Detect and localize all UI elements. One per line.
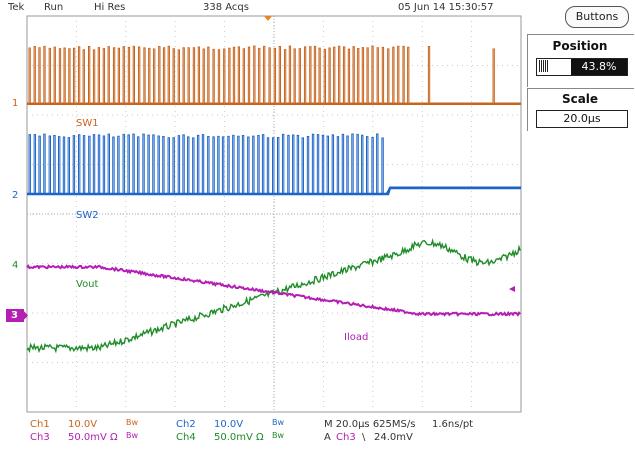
scale-title: Scale	[561, 92, 599, 106]
date-time: 05 Jun 14 15:30:57	[398, 2, 494, 13]
ch3-scale: 50.0mV	[68, 432, 107, 443]
sw2-waveform	[27, 133, 521, 195]
ch3-unit: Ω	[110, 432, 118, 443]
ch4-name: Ch4	[176, 432, 196, 443]
sw2-baseline	[27, 186, 521, 196]
sample-resolution: 1.6ns/pt	[432, 419, 474, 430]
scale-value[interactable]: 20.0µs	[536, 110, 628, 128]
scale-menu	[527, 88, 634, 131]
trigger-prefix: A	[324, 432, 331, 443]
vout-label: Vout	[76, 279, 99, 290]
ch2-marker[interactable]: 2	[12, 190, 19, 201]
trigger-level: 24.0mV	[374, 432, 413, 443]
ch3-bw: Bw	[126, 431, 139, 440]
knob-icon	[539, 60, 549, 72]
acquisition-mode: Hi Res	[94, 2, 126, 13]
sw1-label: SW1	[76, 118, 99, 129]
ch2-name: Ch2	[176, 419, 196, 430]
buttons-button[interactable]: Buttons	[565, 6, 629, 28]
position-value: 43.8%	[571, 59, 627, 75]
ch4-marker[interactable]: 4	[12, 260, 19, 271]
ch4-bw: Bw	[272, 431, 285, 440]
ch2-scale: 10.0V	[214, 419, 244, 430]
trigger-slope-icon: \	[362, 432, 366, 443]
sw1-waveform	[27, 45, 521, 104]
iload-waveform	[26, 264, 521, 317]
iload-label: Iload	[344, 332, 369, 343]
sw2-label: SW2	[76, 210, 99, 221]
trigger-position-marker	[264, 16, 272, 21]
ch4-scale: 50.0mV	[214, 432, 253, 443]
ch3-marker[interactable]: 3	[11, 310, 18, 321]
ch3-right-arrow	[509, 286, 515, 292]
ch2-bw: Bw	[272, 418, 285, 427]
position-title: Position	[552, 39, 608, 53]
waveforms	[26, 45, 521, 354]
ch3-marker-arrow	[22, 309, 28, 322]
timebase: M 20.0µs 625MS/s	[324, 419, 416, 430]
ch1-name: Ch1	[30, 419, 50, 430]
position-value-box[interactable]: 43.8%	[536, 58, 628, 76]
ch3-marker-tab	[6, 309, 24, 322]
ch4-unit: Ω	[256, 432, 264, 443]
ch1-scale: 10.0V	[68, 419, 98, 430]
ch1-bw: Bw	[126, 418, 139, 427]
run-state: Run	[44, 2, 64, 13]
acquisition-count: 338 Acqs	[203, 2, 249, 13]
ch3-name: Ch3	[30, 432, 50, 443]
trigger-channel: Ch3	[336, 432, 356, 443]
ch1-marker[interactable]: 1	[12, 98, 19, 109]
brand-label: Tek	[8, 2, 25, 13]
position-menu	[527, 34, 634, 87]
